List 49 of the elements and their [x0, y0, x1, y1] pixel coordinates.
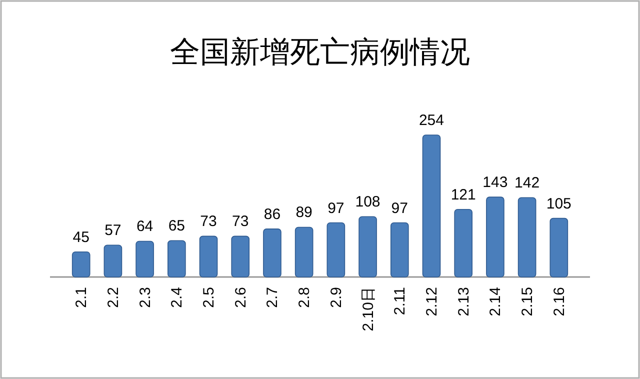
bar [422, 134, 441, 278]
data-label: 121 [450, 186, 476, 204]
data-label: 86 [264, 206, 281, 223]
bar [550, 218, 568, 278]
data-label: 57 [104, 222, 122, 240]
data-label: 73 [232, 213, 249, 230]
data-label: 73 [200, 213, 217, 230]
data-label: 45 [72, 228, 90, 246]
bar [326, 222, 346, 278]
data-label: 108 [355, 194, 380, 211]
x-tick-label: 2.15 [519, 287, 536, 316]
data-label: 105 [546, 195, 572, 212]
x-tick-label: 2.7 [264, 287, 282, 308]
chart-title: 全国新增死亡病例情况 [170, 35, 470, 70]
bar [454, 208, 473, 278]
bar [263, 228, 282, 278]
data-label: 64 [136, 218, 154, 236]
x-tick-label: 2.12 [423, 287, 440, 316]
x-tick-label: 2.4 [168, 287, 186, 308]
data-label: 89 [296, 204, 312, 222]
data-label: 143 [482, 174, 508, 192]
bar [231, 236, 250, 278]
x-tick-label: 2.16 [550, 287, 568, 316]
x-tick-label: 2.11 [392, 287, 409, 316]
bar [486, 196, 504, 278]
data-label: 97 [328, 200, 344, 217]
x-tick-label: 2.9 [328, 287, 345, 308]
x-tick-label: 2.10日 [360, 287, 377, 332]
x-tick-label: 2.5 [200, 287, 218, 308]
x-tick-label: 2.2 [104, 287, 122, 308]
x-tick-label: 2.8 [296, 287, 314, 308]
data-label: 65 [168, 218, 185, 235]
x-tick-label: 2.3 [136, 287, 154, 308]
x-tick-label: 2.1 [73, 287, 90, 308]
bar [136, 240, 154, 278]
bar [390, 222, 409, 278]
bar [104, 244, 122, 278]
data-label: 142 [514, 174, 540, 192]
bar [199, 236, 218, 278]
x-tick-label: 2.13 [455, 287, 472, 316]
x-tick-label: 2.6 [232, 287, 250, 308]
data-label: 97 [391, 200, 408, 217]
bar [358, 216, 377, 278]
data-label: 254 [418, 112, 444, 129]
bar [518, 197, 536, 278]
bar [167, 240, 186, 278]
bar [294, 226, 314, 278]
bar [72, 251, 90, 278]
x-tick-label: 2.14 [487, 287, 504, 316]
